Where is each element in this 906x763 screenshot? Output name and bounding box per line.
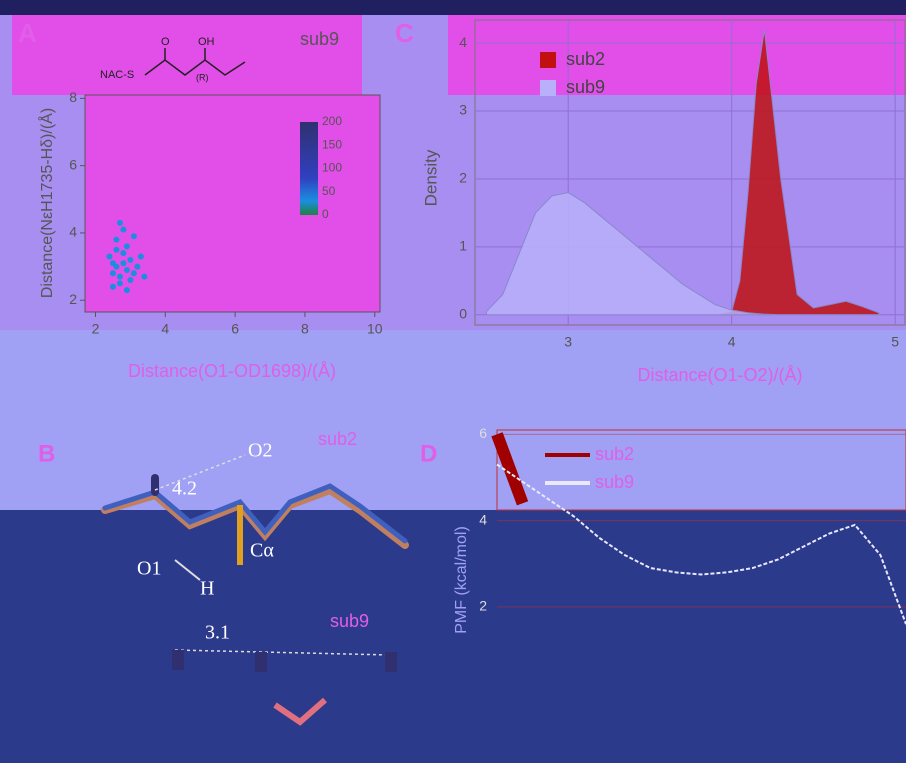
panel-letter: A xyxy=(18,18,37,48)
panel-letter: D xyxy=(420,440,437,467)
stick xyxy=(385,652,397,672)
atom-label: OH xyxy=(198,36,215,48)
atom-label: NAC-S xyxy=(100,69,134,81)
atom-label: O xyxy=(161,36,170,48)
strip-a xyxy=(12,15,362,95)
y-tick-label: 3 xyxy=(459,102,467,118)
y-tick-label: 6 xyxy=(479,425,487,441)
y-tick-label: 6 xyxy=(69,156,77,172)
label: Cα xyxy=(250,540,274,562)
point xyxy=(131,270,137,276)
x-tick-label: 5 xyxy=(891,334,899,350)
colorbar-tick-label: 150 xyxy=(322,137,342,151)
top-bar xyxy=(0,0,906,15)
panel-letter: C xyxy=(395,18,414,48)
legend-label: sub9 xyxy=(566,77,605,97)
x-tick-label: 4 xyxy=(728,334,736,350)
x-tick-label: 6 xyxy=(231,321,239,337)
label: H xyxy=(200,578,214,600)
point xyxy=(124,287,130,293)
point xyxy=(113,237,119,243)
point xyxy=(113,247,119,253)
point xyxy=(110,260,116,266)
colorbar xyxy=(300,122,318,215)
y-axis-label: PMF (kcal/mol) xyxy=(453,526,470,634)
legend-swatch xyxy=(540,52,556,68)
x-tick-label: 2 xyxy=(92,321,100,337)
atom-label: (R) xyxy=(196,72,209,82)
y-tick-label: 2 xyxy=(479,598,487,614)
point xyxy=(120,250,126,256)
colorbar-tick-label: 100 xyxy=(322,161,342,175)
point xyxy=(131,233,137,239)
point xyxy=(127,277,133,283)
colorbar-tick-label: 50 xyxy=(322,184,336,198)
x-tick-label: 10 xyxy=(367,321,383,337)
label: 4.2 xyxy=(172,478,197,500)
point xyxy=(117,280,123,286)
legend-label: sub2 xyxy=(566,49,605,69)
label: O1 xyxy=(137,558,161,580)
label: sub9 xyxy=(330,611,369,631)
y-tick-label: 4 xyxy=(69,224,77,240)
stick xyxy=(172,650,184,670)
legend-label: sub9 xyxy=(595,472,634,492)
label: sub2 xyxy=(318,429,357,449)
point xyxy=(117,274,123,280)
x-axis-label: Distance(O1-OD1698)/(Å) xyxy=(128,361,336,381)
y-axis-label: Density xyxy=(421,149,440,206)
x-axis-label: Distance(O1-O2)/(Å) xyxy=(637,365,802,385)
panel-letter: B xyxy=(38,440,55,467)
point xyxy=(106,253,112,259)
point xyxy=(110,284,116,290)
y-tick-label: 1 xyxy=(459,238,467,254)
y-tick-label: 2 xyxy=(69,291,77,307)
colorbar-tick-label: 0 xyxy=(322,207,329,221)
point xyxy=(124,243,130,249)
y-tick-label: 4 xyxy=(459,34,467,50)
y-tick-label: 0 xyxy=(459,306,467,322)
legend-swatch xyxy=(540,80,556,96)
chart-title: sub9 xyxy=(300,29,339,49)
point xyxy=(134,264,140,270)
point xyxy=(120,227,126,233)
x-tick-label: 3 xyxy=(564,334,572,350)
stick xyxy=(255,652,267,672)
x-tick-label: 8 xyxy=(301,321,309,337)
label: O2 xyxy=(248,440,272,462)
strip-c xyxy=(448,15,906,95)
point xyxy=(127,257,133,263)
figure: A B C D NAC-S O OH (R) sub2 4.2 O2 O1 H … xyxy=(0,0,906,763)
y-tick-label: 2 xyxy=(459,170,467,186)
point xyxy=(124,267,130,273)
point xyxy=(120,260,126,266)
legend-label: sub2 xyxy=(595,444,634,464)
y-axis-label: Distance(NεH1735-Hδ)/(Å) xyxy=(37,108,56,298)
y-tick-label: 4 xyxy=(479,511,487,527)
band xyxy=(0,330,906,510)
point xyxy=(141,274,147,280)
x-tick-label: 4 xyxy=(161,321,169,337)
colorbar-tick-label: 200 xyxy=(322,114,342,128)
point xyxy=(117,220,123,226)
label: 3.1 xyxy=(205,622,230,644)
y-tick-label: 8 xyxy=(69,89,77,105)
point xyxy=(110,270,116,276)
point xyxy=(138,253,144,259)
